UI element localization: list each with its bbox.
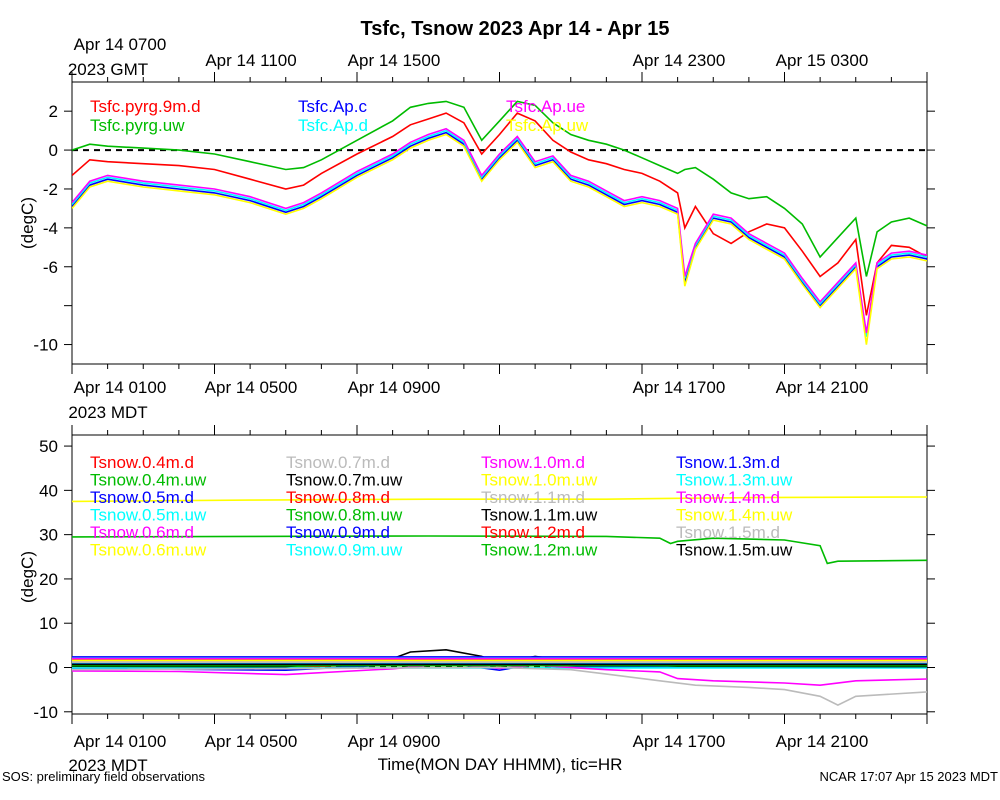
mdt-tick-label: Apr 14 2100	[776, 378, 869, 397]
legend-entry: Tsnow.0.9m.d	[286, 523, 390, 542]
series-line-tsfc-ap-d	[72, 129, 927, 337]
y-tick-label: 0	[49, 141, 58, 160]
top-y-axis-label: (degC)	[18, 197, 37, 249]
mdt-label-line1: Apr 14 0100	[74, 378, 167, 397]
y-tick-label: 0	[49, 659, 58, 678]
y-tick-label: -10	[33, 703, 58, 722]
bottom-mdt-tick-label: Apr 14 2100	[776, 732, 869, 751]
y-tick-label: -2	[43, 180, 58, 199]
series-line-tsnow-1-0m-uw	[72, 496, 927, 503]
series-line-tsnow-1-2m-uw	[72, 535, 927, 565]
y-tick-label: -6	[43, 258, 58, 277]
x-axis-title: Time(MON DAY HHMM), tic=HR	[378, 755, 623, 774]
legend-entry: Tsnow.1.2m.uw	[481, 541, 598, 560]
bottom-mdt-label-line1: Apr 14 0100	[74, 732, 167, 751]
legend-entry: Tsnow.1.2m.d	[481, 523, 585, 542]
bottom-y-axis-label: (degC)	[18, 551, 37, 603]
legend-entry: Tsfc.pyrg.uw	[90, 116, 185, 135]
y-tick-label: -4	[43, 219, 58, 238]
series-line-tsfc-pyrg-uw	[72, 100, 927, 277]
y-tick-label: 2	[49, 102, 58, 121]
top-panel: Apr 14 0700 2023 GMT Apr 14 1100 Apr 14 …	[18, 35, 935, 422]
legend-entry: Tsfc.Ap.uw	[506, 116, 589, 135]
legend-entry: Tsnow.1.0m.uw	[481, 471, 598, 490]
legend-entry: Tsfc.Ap.c	[298, 97, 367, 116]
top-plot-frame	[71, 81, 928, 365]
footer-left-note: SOS: preliminary field observations	[2, 769, 206, 784]
legend-entry: Tsnow.0.9m.uw	[286, 541, 403, 560]
gmt-tick-label: Apr 14 2300	[633, 51, 726, 70]
series-line-tsfc-ap-c	[72, 131, 927, 335]
top-mdt-label: Apr 14 0100 2023 MDT Apr 14 0500 Apr 14 …	[68, 378, 868, 422]
bottom-legend: Tsnow.0.4m.dTsnow.0.4m.uwTsnow.0.5m.dTsn…	[90, 453, 793, 560]
gmt-label-line2: 2023 GMT	[68, 60, 148, 79]
legend-entry: Tsnow.0.4m.uw	[90, 471, 207, 490]
legend-entry: Tsnow.0.6m.uw	[90, 541, 207, 560]
legend-entry: Tsnow.1.4m.uw	[676, 506, 793, 525]
legend-entry: Tsnow.0.7m.uw	[286, 471, 403, 490]
legend-entry: Tsfc.Ap.ue	[506, 97, 585, 116]
footer-right-note: NCAR 17:07 Apr 15 2023 MDT	[820, 769, 999, 784]
gmt-tick-label: Apr 15 0300	[776, 51, 869, 70]
gmt-tick-labels: Apr 14 1100 Apr 14 1500 Apr 14 2300 Apr …	[205, 51, 868, 70]
gmt-axis-label: Apr 14 0700 2023 GMT	[68, 35, 166, 79]
legend-entry: Tsnow.0.6m.d	[90, 523, 194, 542]
bottom-mdt-tick-label: Apr 14 0500	[205, 732, 298, 751]
gmt-tick-label: Apr 14 1500	[348, 51, 441, 70]
bottom-panel: Apr 14 0100 2023 MDT Apr 14 0500 Apr 14 …	[18, 425, 935, 775]
series-line-tsnow-0-7m-d	[72, 666, 927, 706]
top-axes: 2 0 -2 -4 -6 -10	[33, 72, 935, 374]
series-line-tsfc-ap-ue	[72, 127, 927, 334]
bottom-mdt-label: Apr 14 0100 2023 MDT Apr 14 0500 Apr 14 …	[68, 732, 868, 775]
bottom-mdt-tick-label: Apr 14 0900	[348, 732, 441, 751]
legend-entry: Tsnow.1.5m.d	[676, 523, 780, 542]
legend-entry: Tsnow.1.0m.d	[481, 453, 585, 472]
legend-entry: Tsnow.0.8m.d	[286, 488, 390, 507]
series-line-tsfc-pyrg-9m-d	[72, 112, 927, 316]
y-tick-label: 10	[39, 614, 58, 633]
legend-entry: Tsnow.0.8m.uw	[286, 506, 403, 525]
gmt-label-line1: Apr 14 0700	[74, 35, 167, 54]
mdt-tick-label: Apr 14 0900	[348, 378, 441, 397]
gmt-tick-label: Apr 14 1100	[205, 51, 296, 70]
legend-entry: Tsnow.0.7m.d	[286, 453, 390, 472]
bottom-mdt-tick-label: Apr 14 1700	[633, 732, 726, 751]
legend-entry: Tsnow.0.4m.d	[90, 453, 194, 472]
y-tick-label: 40	[39, 481, 58, 500]
bottom-axes: 50 40 30 20 10 0 -10	[33, 425, 935, 724]
bottom-mdt-label-line2: 2023 MDT	[68, 756, 147, 775]
legend-entry: Tsfc.Ap.d	[298, 116, 368, 135]
series-line-tsnow-0-6m-d	[72, 663, 927, 687]
series-line-tsfc-ap-uw	[72, 133, 927, 345]
legend-entry: Tsnow.1.1m.uw	[481, 506, 598, 525]
mdt-tick-label: Apr 14 0500	[205, 378, 298, 397]
chart-title: Tsfc, Tsnow 2023 Apr 14 - Apr 15	[361, 18, 670, 40]
y-tick-label: 50	[39, 437, 58, 456]
y-tick-label: 30	[39, 526, 58, 545]
bottom-series	[72, 496, 927, 706]
y-tick-label: -10	[33, 336, 58, 355]
legend-entry: Tsnow.1.3m.d	[676, 453, 780, 472]
legend-entry: Tsnow.1.1m.d	[481, 488, 585, 507]
legend-entry: Tsnow.0.5m.d	[90, 488, 194, 507]
mdt-label-line2: 2023 MDT	[68, 403, 147, 422]
legend-entry: Tsfc.pyrg.9m.d	[90, 97, 201, 116]
y-tick-label: 20	[39, 570, 58, 589]
legend-entry: Tsnow.1.5m.uw	[676, 541, 793, 560]
legend-entry: Tsnow.1.3m.uw	[676, 471, 793, 490]
mdt-tick-label: Apr 14 1700	[633, 378, 726, 397]
legend-entry: Tsnow.1.4m.d	[676, 488, 780, 507]
top-legend: Tsfc.pyrg.9m.dTsfc.pyrg.uwTsfc.Ap.cTsfc.…	[90, 97, 589, 135]
top-series	[72, 100, 927, 345]
legend-entry: Tsnow.0.5m.uw	[90, 506, 207, 525]
